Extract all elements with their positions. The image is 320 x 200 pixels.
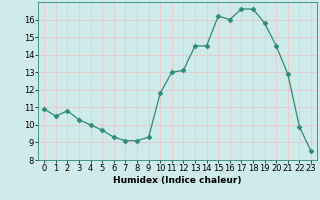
X-axis label: Humidex (Indice chaleur): Humidex (Indice chaleur) bbox=[113, 176, 242, 185]
